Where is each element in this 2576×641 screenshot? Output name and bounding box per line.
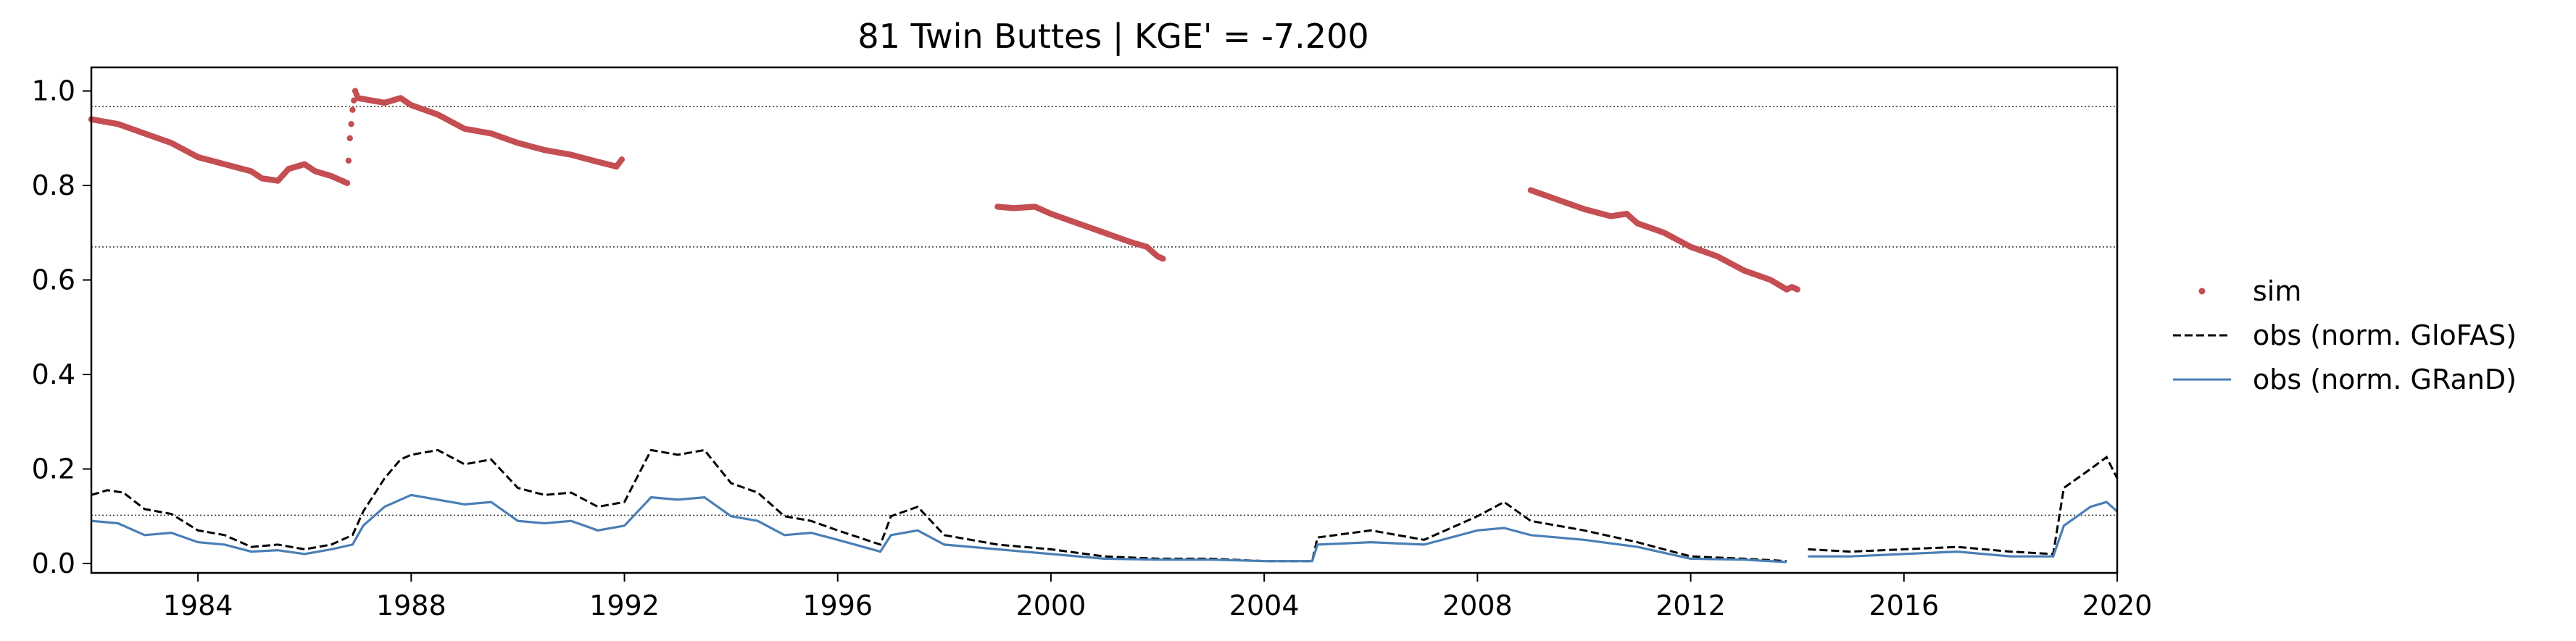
x-tick-label: 2016 bbox=[1869, 590, 1939, 621]
glofas-line bbox=[1808, 455, 2119, 556]
y-axis: 0.0 0.2 0.4 0.6 0.8 1.0 bbox=[32, 75, 91, 579]
x-tick-label: 2020 bbox=[2082, 590, 2153, 621]
glofas-line bbox=[91, 448, 1787, 563]
x-tick-label: 1996 bbox=[802, 590, 873, 621]
plot-frame bbox=[90, 66, 2119, 574]
reference-lines bbox=[91, 106, 2117, 516]
x-tick-label: 2004 bbox=[1229, 590, 1300, 621]
sim-point bbox=[1160, 255, 1166, 262]
x-tick-label: 2008 bbox=[1442, 590, 1513, 621]
y-tick-label: 0.4 bbox=[32, 359, 75, 390]
series-1 bbox=[91, 448, 2119, 563]
legend-label: sim bbox=[2253, 275, 2301, 307]
chart-title: 81 Twin Buttes | KGE' = -7.200 bbox=[857, 17, 1368, 56]
legend-marker-sim bbox=[2198, 288, 2206, 295]
x-tick-label: 1992 bbox=[589, 590, 660, 621]
sim-point bbox=[344, 180, 351, 187]
grand-line bbox=[91, 493, 1787, 564]
y-tick-label: 1.0 bbox=[32, 75, 75, 107]
sim-point bbox=[348, 121, 354, 127]
series-0 bbox=[88, 88, 1800, 293]
y-tick-label: 0.0 bbox=[32, 548, 75, 579]
sim-point bbox=[349, 106, 356, 113]
y-tick-label: 0.2 bbox=[32, 453, 75, 485]
sim-point bbox=[1794, 286, 1800, 293]
legend-label: obs (norm. GRanD) bbox=[2253, 364, 2517, 395]
grand-line bbox=[1808, 500, 2119, 558]
x-tick-label: 1984 bbox=[163, 590, 233, 621]
series-layer bbox=[88, 88, 2119, 564]
legend-label: obs (norm. GloFAS) bbox=[2253, 319, 2517, 351]
sim-point bbox=[618, 156, 626, 163]
sim-point bbox=[346, 135, 353, 142]
x-tick-label: 1988 bbox=[376, 590, 446, 621]
y-tick-label: 0.8 bbox=[32, 169, 75, 201]
sim-point bbox=[345, 157, 352, 164]
x-axis: 1984 1988 1992 1996 2000 2004 2008 2012 2016 2020 bbox=[163, 573, 2153, 621]
series-2 bbox=[91, 493, 2119, 564]
x-tick-label: 2012 bbox=[1655, 590, 1726, 621]
y-tick-label: 0.6 bbox=[32, 264, 75, 296]
x-tick-label: 2000 bbox=[1016, 590, 1087, 621]
legend: sim obs (norm. GloFAS) obs (norm. GRanD) bbox=[2173, 275, 2517, 395]
